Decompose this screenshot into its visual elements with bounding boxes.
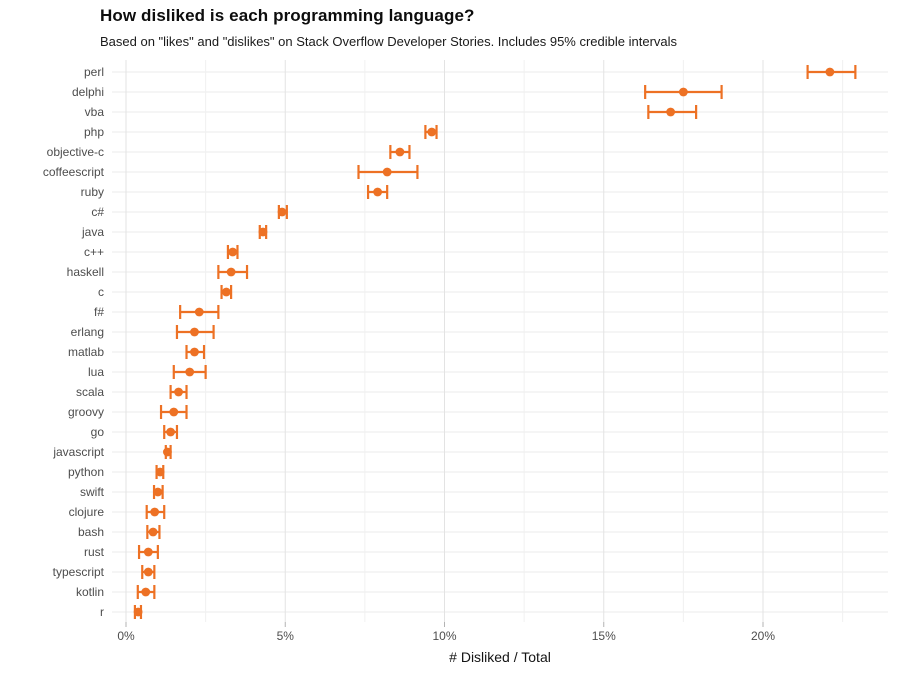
point-estimate-vba (666, 107, 676, 117)
y-axis-label-haskell: haskell (67, 265, 104, 279)
point-estimate-typescript (143, 567, 153, 577)
point-estimate-scala (174, 387, 183, 397)
y-axis-label-delphi: delphi (72, 85, 104, 99)
y-axis-label-scala: scala (76, 385, 104, 399)
y-axis-label-typescript: typescript (53, 565, 105, 579)
chart-subtitle: Based on "likes" and "dislikes" on Stack… (100, 34, 678, 49)
y-axis-label-perl: perl (84, 65, 104, 79)
point-estimate-clojure (150, 507, 160, 517)
x-tick-label: 15% (592, 629, 616, 643)
y-axis-label-ruby: ruby (81, 185, 104, 199)
point-estimate-coffeescript (382, 167, 392, 177)
y-axis-label-f#: f# (94, 305, 104, 319)
point-estimate-java (258, 227, 268, 237)
point-estimate-delphi (678, 87, 688, 97)
y-axis-label-kotlin: kotlin (76, 585, 104, 599)
point-estimate-r (133, 607, 143, 617)
point-estimate-ruby (373, 187, 383, 197)
point-estimate-swift (153, 487, 163, 497)
point-estimate-lua (185, 367, 195, 377)
y-axis-label-swift: swift (80, 485, 105, 499)
x-tick-label: 0% (117, 629, 135, 643)
point-estimate-c++ (228, 247, 238, 257)
x-axis-title: # Disliked / Total (449, 649, 551, 665)
point-estimate-perl (825, 67, 835, 77)
point-estimate-javascript (163, 447, 172, 457)
point-estimate-f# (194, 307, 204, 317)
x-tick-label: 20% (751, 629, 775, 643)
point-estimate-rust (143, 547, 153, 557)
point-estimate-objective-c (395, 147, 405, 157)
y-axis-label-coffeescript: coffeescript (43, 165, 105, 179)
y-axis-label-c++: c++ (84, 245, 104, 259)
y-axis-label-go: go (91, 425, 105, 439)
point-estimate-php (427, 127, 437, 137)
y-axis-label-java: java (81, 225, 104, 239)
y-axis-label-javascript: javascript (52, 445, 104, 459)
y-axis-label-objective-c: objective-c (47, 145, 104, 159)
x-tick-label: 5% (277, 629, 295, 643)
y-axis-label-python: python (68, 465, 104, 479)
point-estimate-erlang (190, 327, 199, 337)
chart-title: How disliked is each programming languag… (100, 6, 475, 25)
y-axis-label-erlang: erlang (71, 325, 104, 339)
y-axis-label-bash: bash (78, 525, 104, 539)
y-axis-label-c#: c# (91, 205, 104, 219)
point-estimate-bash (148, 527, 158, 537)
point-estimate-matlab (190, 347, 199, 357)
y-axis-label-r: r (100, 605, 104, 619)
y-axis-label-rust: rust (84, 545, 105, 559)
point-estimate-c# (277, 207, 287, 217)
point-estimate-haskell (226, 267, 236, 277)
point-estimate-go (166, 427, 175, 437)
y-axis-label-lua: lua (88, 365, 104, 379)
point-estimate-kotlin (141, 587, 151, 597)
x-tick-label: 10% (432, 629, 456, 643)
y-axis-label-vba: vba (85, 105, 105, 119)
y-axis-label-c: c (98, 285, 104, 299)
point-estimate-python (155, 467, 165, 477)
point-estimate-groovy (169, 407, 179, 417)
y-axis-label-matlab: matlab (68, 345, 104, 359)
point-estimate-c (221, 287, 231, 297)
y-axis-label-groovy: groovy (68, 405, 104, 419)
y-axis-label-php: php (84, 125, 104, 139)
y-axis-label-clojure: clojure (69, 505, 105, 519)
